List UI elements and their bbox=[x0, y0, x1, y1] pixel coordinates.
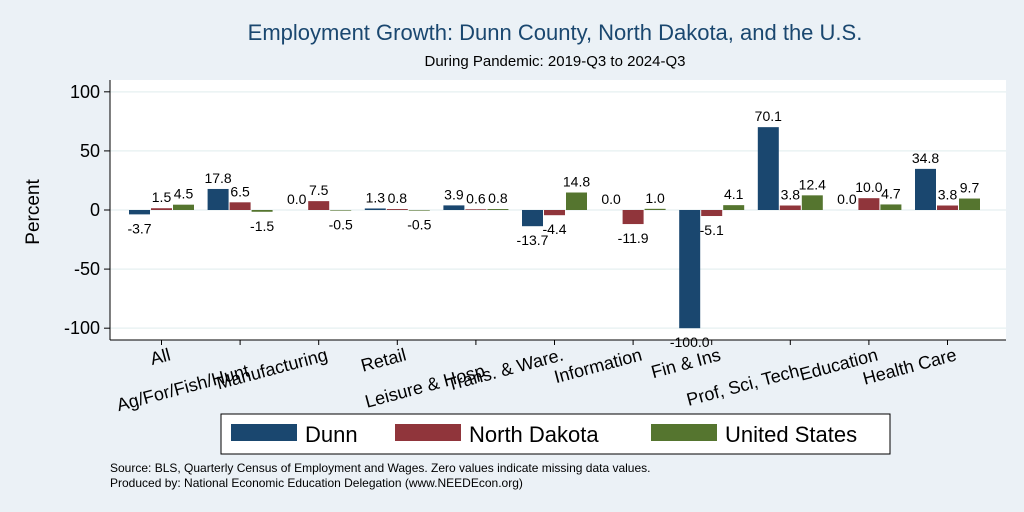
data-label: -100.0 bbox=[670, 334, 710, 350]
data-labels: -3.7 17.8 0.0 1.3 3.9 -13.7 0.0 -100.0 70.1 0.0 34… bbox=[127, 108, 979, 350]
bar bbox=[915, 168, 936, 210]
bar bbox=[522, 210, 543, 227]
legend: Dunn North Dakota United States bbox=[231, 422, 857, 447]
bar bbox=[229, 202, 251, 210]
bar bbox=[566, 192, 587, 210]
data-label: 3.8 bbox=[938, 187, 958, 203]
legend-label: Dunn bbox=[305, 422, 358, 447]
bar bbox=[723, 205, 745, 210]
bar bbox=[151, 208, 172, 210]
legend-label: United States bbox=[725, 422, 857, 447]
bar bbox=[408, 210, 430, 211]
data-label: -11.9 bbox=[618, 230, 649, 246]
data-label: -13.7 bbox=[517, 232, 549, 248]
bars bbox=[129, 127, 980, 329]
data-label: 0.6 bbox=[466, 190, 486, 206]
data-label: -4.4 bbox=[542, 221, 566, 237]
y-axis: -100 -50 0 50 100 bbox=[64, 80, 1006, 341]
chart-subtitle: During Pandemic: 2019-Q3 to 2024-Q3 bbox=[425, 53, 686, 70]
bar bbox=[937, 205, 958, 210]
data-label: -0.5 bbox=[329, 217, 353, 233]
bar bbox=[622, 210, 644, 225]
data-label: 1.0 bbox=[645, 190, 665, 206]
bar bbox=[487, 209, 509, 210]
bar bbox=[364, 208, 386, 210]
bar bbox=[207, 188, 229, 210]
legend-swatch bbox=[395, 424, 461, 441]
data-label: 0.0 bbox=[601, 191, 621, 207]
data-label: -0.5 bbox=[407, 217, 431, 233]
legend-box bbox=[220, 413, 891, 455]
data-label: 0.8 bbox=[488, 190, 508, 206]
bar bbox=[701, 210, 723, 217]
legend-swatch bbox=[231, 424, 297, 441]
legend-swatch bbox=[651, 424, 717, 441]
bar bbox=[129, 210, 150, 215]
data-label: -5.1 bbox=[700, 222, 724, 238]
bar bbox=[757, 127, 779, 210]
source-note: Source: BLS, Quarterly Census of Employm… bbox=[110, 461, 650, 475]
credit-note: Produced by: National Economic Education… bbox=[110, 476, 523, 490]
y-tick-label: -50 bbox=[74, 259, 100, 279]
bar bbox=[443, 205, 465, 210]
data-label: 1.3 bbox=[366, 189, 386, 205]
data-label: 17.8 bbox=[204, 170, 231, 186]
bar bbox=[308, 201, 330, 210]
y-tick-label: 0 bbox=[90, 200, 100, 220]
bar bbox=[644, 208, 666, 210]
data-label: 12.4 bbox=[799, 176, 826, 192]
y-tick-label: 100 bbox=[70, 82, 100, 102]
data-label: 4.7 bbox=[881, 185, 901, 201]
bar bbox=[679, 210, 701, 329]
data-label: 0.8 bbox=[388, 190, 408, 206]
bar bbox=[386, 209, 408, 210]
data-label: 4.1 bbox=[724, 186, 744, 202]
bar bbox=[880, 204, 902, 210]
legend-label: North Dakota bbox=[469, 422, 599, 447]
y-axis-label: Percent bbox=[23, 179, 44, 245]
bar bbox=[801, 195, 823, 210]
data-label: 70.1 bbox=[755, 108, 782, 124]
data-label: 34.8 bbox=[912, 150, 939, 166]
bar bbox=[544, 210, 565, 216]
data-label: 4.5 bbox=[174, 186, 194, 202]
chart-title: Employment Growth: Dunn County, North Da… bbox=[248, 20, 863, 45]
data-label: 1.5 bbox=[152, 189, 172, 205]
bar bbox=[173, 204, 194, 210]
data-label: 0.0 bbox=[287, 191, 307, 207]
bar bbox=[465, 209, 487, 210]
bar bbox=[779, 205, 801, 210]
y-tick-label: 50 bbox=[80, 141, 100, 161]
data-label: 3.8 bbox=[781, 187, 801, 203]
bar bbox=[959, 198, 980, 210]
y-tick-label: -100 bbox=[64, 318, 100, 338]
data-label: 14.8 bbox=[563, 174, 590, 190]
data-label: 3.9 bbox=[444, 186, 464, 202]
data-label: 9.7 bbox=[960, 180, 980, 196]
data-label: -1.5 bbox=[250, 218, 274, 234]
data-label: 7.5 bbox=[309, 182, 329, 198]
data-label: 10.0 bbox=[855, 179, 882, 195]
data-label: 0.0 bbox=[837, 191, 857, 207]
bar bbox=[251, 210, 273, 212]
bar bbox=[330, 210, 352, 211]
bar bbox=[858, 198, 880, 210]
data-label: -3.7 bbox=[127, 220, 151, 236]
data-label: 6.5 bbox=[230, 183, 250, 199]
